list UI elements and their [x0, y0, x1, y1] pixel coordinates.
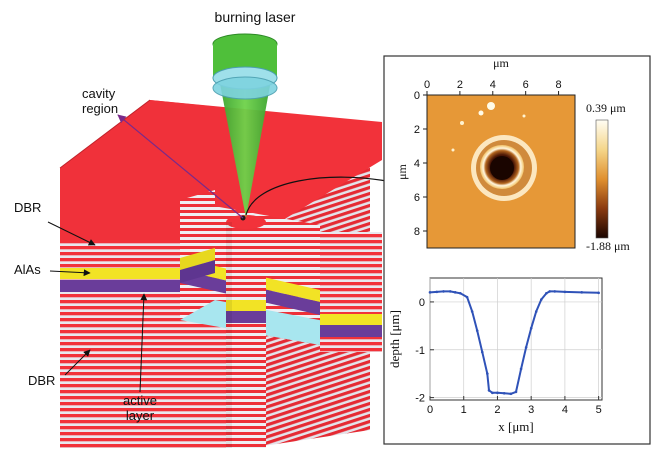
afm-y-tick-label: 8 — [414, 226, 420, 238]
plot-y-label: depth [μm] — [387, 310, 402, 368]
depth-profile-point — [470, 310, 474, 313]
plot-ticks: 0 1 2 3 4 5 0 -1 -2 — [415, 297, 601, 416]
afm-image — [426, 94, 576, 249]
plot-x-label: x [μm] — [498, 419, 534, 434]
depth-profile-point — [428, 291, 432, 294]
afm-x-tick-label: 0 — [424, 79, 430, 91]
dbr-bottom-arrow — [64, 349, 91, 376]
plot-frame — [429, 277, 603, 401]
colorbar-max-label: 0.39 μm — [586, 101, 626, 115]
plot-x-tick-label: 0 — [427, 404, 433, 416]
afm-y-tick-label: 0 — [414, 90, 420, 102]
depth-profile-point — [545, 292, 548, 295]
depth-profile-point — [553, 290, 557, 293]
alas-layer-front — [60, 268, 250, 279]
depth-profile-point — [514, 390, 518, 394]
depth-profile-point — [480, 350, 484, 354]
depth-profile-line — [429, 290, 599, 395]
cavity-region-label-line2: region — [82, 101, 118, 116]
zoom-arrow — [245, 176, 393, 216]
depth-profile-point — [487, 389, 491, 392]
plot-gridlines — [429, 278, 602, 400]
depth-profile-point — [475, 329, 479, 332]
cavity-region-label-line1: cavity — [82, 86, 116, 101]
afm-x-unit: μm — [493, 56, 509, 70]
depth-profile-points — [428, 290, 600, 396]
plot-x-tick-label: 2 — [494, 404, 500, 416]
depth-profile-point — [563, 290, 567, 294]
device-block — [59, 99, 382, 448]
burning-laser-label: burning laser — [215, 9, 296, 25]
depth-profile-point — [491, 391, 494, 395]
depth-profile-point — [465, 295, 469, 299]
afm-x-tick-label: 6 — [523, 79, 529, 91]
plot-x-tick-label: 4 — [562, 404, 568, 416]
depth-profile-point — [529, 326, 533, 330]
afm-y-tick-label: 4 — [414, 158, 420, 170]
depth-profile-point — [597, 291, 600, 295]
afm-x-tick-label: 2 — [457, 79, 463, 91]
depth-profile-point — [509, 392, 513, 396]
alas-arrow — [49, 269, 91, 277]
plot-x-tick-label: 1 — [461, 404, 467, 416]
depth-profile-point — [534, 310, 538, 313]
dbr-bottom-label: DBR — [28, 373, 55, 388]
afm-x-ticks: 0 2 4 6 8 — [424, 79, 562, 95]
plot-x-tick-label: 3 — [528, 404, 534, 416]
active-layer-label-line1: active — [123, 393, 157, 408]
colorbar-min-label: -1.88 μm — [586, 239, 630, 253]
depth-profile-point — [453, 291, 457, 294]
plot-y-tick-label: 0 — [419, 297, 425, 309]
depth-profile-point — [502, 392, 506, 395]
afm-y-ticks: 0 2 4 6 8 — [414, 90, 427, 238]
active-layer-label-line2: layer — [126, 408, 155, 423]
alas-label: AlAs — [14, 262, 41, 277]
colorbar — [595, 119, 609, 239]
depth-profile-point — [496, 391, 499, 395]
afm-y-unit: μm — [395, 163, 409, 179]
depth-profile-point — [580, 291, 584, 294]
depth-profile-point — [435, 290, 439, 294]
dbr-top-arrow — [47, 221, 96, 246]
plot-x-tick-label: 5 — [596, 404, 602, 416]
depth-profile-point — [459, 292, 462, 295]
depth-profile-point — [519, 367, 523, 371]
depth-profile-point — [448, 290, 452, 293]
afm-y-tick-label: 6 — [414, 192, 420, 204]
dbr-top-label: DBR — [14, 200, 41, 215]
depth-profile-chart: 0 1 2 3 4 5 0 -1 -2 x [μm] depth [μm] — [387, 277, 603, 434]
cavity-pillar — [226, 215, 266, 448]
depth-profile-point — [442, 290, 445, 293]
plot-y-tick-label: -1 — [415, 345, 425, 357]
afm-y-tick-label: 2 — [414, 124, 420, 136]
active-layer-arrow — [139, 293, 148, 393]
cavity-region-arrow — [117, 114, 244, 219]
afm-x-tick-label: 4 — [490, 79, 496, 91]
burning-laser — [212, 33, 278, 221]
depth-profile-point — [486, 372, 489, 375]
depth-profile-point — [539, 298, 543, 301]
plot-y-tick-label: -2 — [415, 393, 425, 405]
depth-profile-point — [548, 290, 552, 293]
afm-x-tick-label: 8 — [555, 79, 561, 91]
depth-profile-point — [524, 346, 528, 349]
